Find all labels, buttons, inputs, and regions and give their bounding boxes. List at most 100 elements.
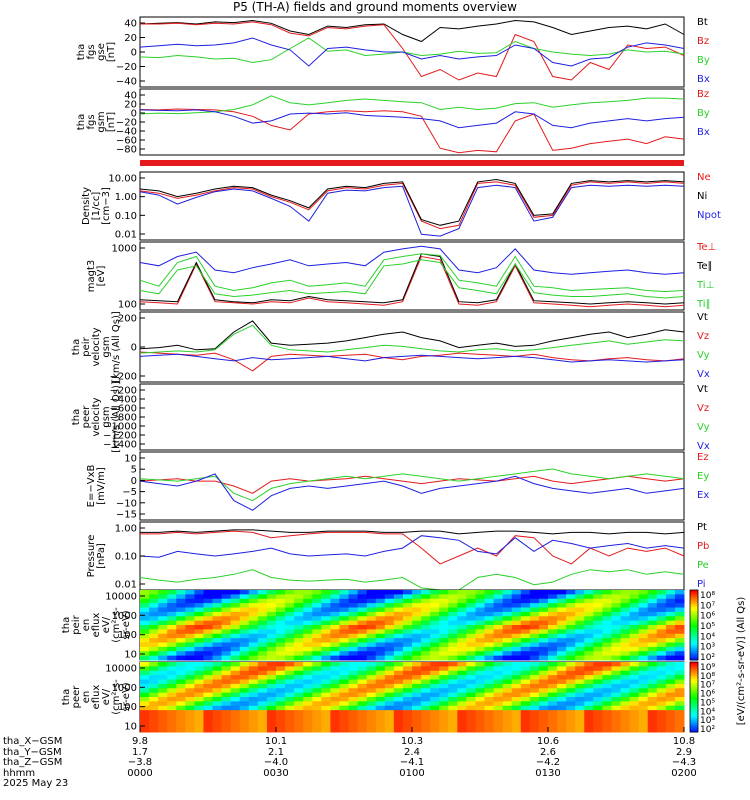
spectrogram-cell [167, 705, 177, 711]
spectrogram-cell [239, 701, 250, 707]
spectrogram-cell [339, 679, 350, 685]
spectrogram-cell [502, 714, 513, 720]
spectrogram-cell [566, 692, 576, 698]
colorbar-cell [690, 673, 698, 677]
spectrogram-cell [493, 642, 504, 648]
spectrogram-cell [221, 662, 232, 667]
spectrogram-cell [538, 683, 549, 689]
legend-By: By [697, 108, 710, 119]
spectrogram-cell [339, 633, 350, 639]
y-axis-label-line: [1/cc] [91, 192, 102, 221]
spectrogram-cell [421, 638, 431, 643]
spectrogram-cell [647, 723, 658, 729]
spectrogram-cell [430, 620, 440, 626]
colorbar-cell [690, 643, 698, 647]
spectrogram-cell [167, 638, 177, 643]
spectrogram-cell [593, 642, 603, 648]
colorbar-cell [690, 601, 698, 605]
spectrogram-cell [149, 629, 159, 635]
spectrogram-cell [149, 607, 159, 613]
spectrogram-cell [185, 607, 195, 613]
spectrogram-cell [656, 655, 667, 661]
spectrogram-cell [557, 607, 567, 613]
spectrogram-cell [421, 718, 431, 724]
y-tick-label: 1000 [112, 683, 137, 694]
series-line-Ez [139, 475, 685, 494]
spectrogram-cell [602, 718, 612, 724]
spectrogram-cell [529, 590, 540, 595]
spectrogram-cell [412, 616, 422, 622]
spectrogram-cell [430, 633, 440, 639]
spectrogram-cell [484, 675, 495, 680]
spectrogram-cell [412, 620, 422, 626]
spectrogram-cell [638, 692, 649, 698]
spectrogram-cell [502, 646, 513, 652]
spectrogram-cell [276, 611, 286, 617]
spectrogram-cell [140, 688, 150, 694]
spectrogram-cell [529, 666, 540, 672]
spectrogram-cell [529, 662, 540, 667]
spectrogram-cell [276, 625, 286, 630]
legend-Ni: Ni [697, 191, 707, 202]
spectrogram-cell [421, 701, 431, 707]
spectrogram-cell [493, 692, 504, 698]
spectrogram-cell [566, 629, 576, 635]
spectrogram-cell [203, 727, 214, 733]
y-axis-label-line: [nPa] [96, 543, 107, 569]
colorbar-cell [690, 664, 698, 668]
spectrogram-cell [266, 697, 277, 702]
spectrogram-cell [421, 607, 431, 613]
colorbar-cell [690, 629, 698, 633]
spectrogram-cell [647, 625, 658, 630]
spectrogram-cell [339, 697, 350, 702]
spectrogram-cell [167, 683, 177, 689]
spectrogram-cell [266, 603, 277, 608]
y-tick-label: −5 [122, 487, 137, 498]
spectrogram-cell [402, 662, 413, 667]
spectrogram-cell [357, 603, 368, 608]
spectrogram-cell [611, 727, 622, 733]
spectrogram-cell [276, 651, 286, 657]
colorbar-tick: 10⁹ [700, 663, 715, 673]
y-axis-label-line: peer [71, 685, 82, 709]
spectrogram-cell [484, 666, 495, 672]
spectrogram-cell [557, 633, 567, 639]
spectrogram-cell [330, 646, 340, 652]
spectrogram-cell [248, 646, 259, 652]
spectrogram-cell [285, 633, 295, 639]
spectrogram-cell [538, 616, 549, 622]
spectrogram-cell [620, 688, 631, 694]
legend-Te⊥: Te⊥ [696, 242, 716, 253]
spectrogram-cell [221, 642, 232, 648]
spectrogram-cell [566, 655, 576, 661]
spectrogram-cell [439, 651, 449, 657]
spectrogram-cell [248, 642, 259, 648]
spectrogram-cell [575, 670, 585, 676]
colorbar-cell [690, 611, 698, 614]
spectrogram-cell [366, 723, 377, 729]
spectrogram-cell [339, 651, 350, 657]
spectrogram-cell [674, 705, 685, 711]
spectrogram-cell [257, 701, 268, 707]
spectrogram-cell [593, 625, 603, 630]
spectrogram-cell [412, 714, 422, 720]
spectrogram-cell [203, 620, 214, 626]
spectrogram-cell [548, 642, 558, 648]
spectrogram-cell [384, 705, 395, 711]
spectrogram-cell [620, 701, 631, 707]
colorbar-cell [690, 618, 698, 621]
spectrogram-cell [584, 620, 594, 626]
spectrogram-cell [620, 629, 631, 635]
spectrogram-cell [294, 629, 304, 635]
spectrogram-cell [266, 666, 277, 672]
spectrogram-cell [402, 616, 413, 622]
spectrogram-cell [357, 675, 368, 680]
spectrogram-cell [448, 697, 458, 702]
spectrogram-cell [248, 718, 259, 724]
spectrogram-cell [638, 718, 649, 724]
spectrogram-cell [366, 642, 377, 648]
spectrogram-cell [212, 638, 223, 643]
colorbar-cell [690, 701, 698, 705]
spectrogram-cell [421, 616, 431, 622]
legend-Pe: Pe [697, 560, 709, 571]
